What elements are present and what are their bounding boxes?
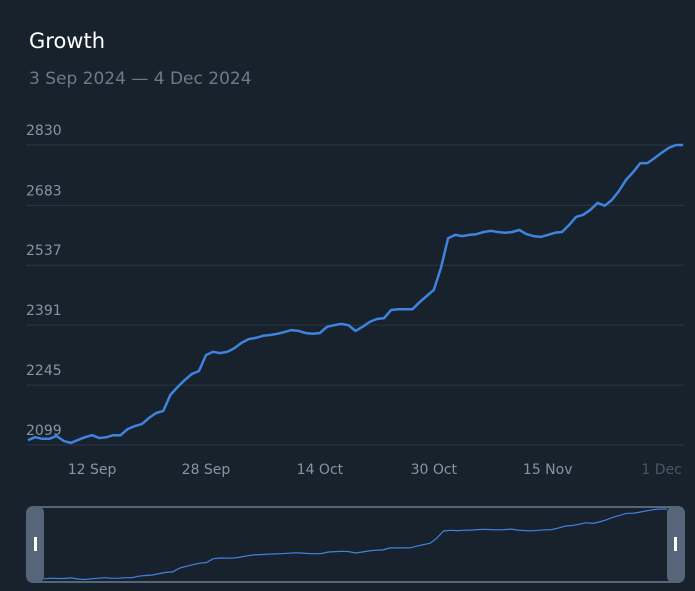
chart-title: Growth [29,29,105,53]
y-tick-label: 2830 [26,123,62,139]
y-tick-label: 2245 [26,363,62,379]
x-tick-label: 30 Oct [411,462,458,478]
handle-grip [34,537,37,551]
y-tick-label: 2683 [26,183,62,199]
handle-grip [674,537,677,551]
line [27,143,683,445]
y-tick-label: 2391 [26,303,62,319]
x-tick-label: 28 Sep [182,462,231,478]
y-tick-label: 2537 [26,243,62,259]
x-tick-label: 1 Dec [641,462,681,478]
navigator-line [43,508,667,581]
x-tick-label: 12 Sep [68,462,117,478]
x-tick-label: 14 Oct [297,462,344,478]
y-tick-label: 2099 [26,423,62,439]
navigator[interactable] [26,506,685,583]
x-tick-label: 15 Nov [523,462,573,478]
chart-subtitle: 3 Sep 2024 — 4 Dec 2024 [29,69,252,89]
